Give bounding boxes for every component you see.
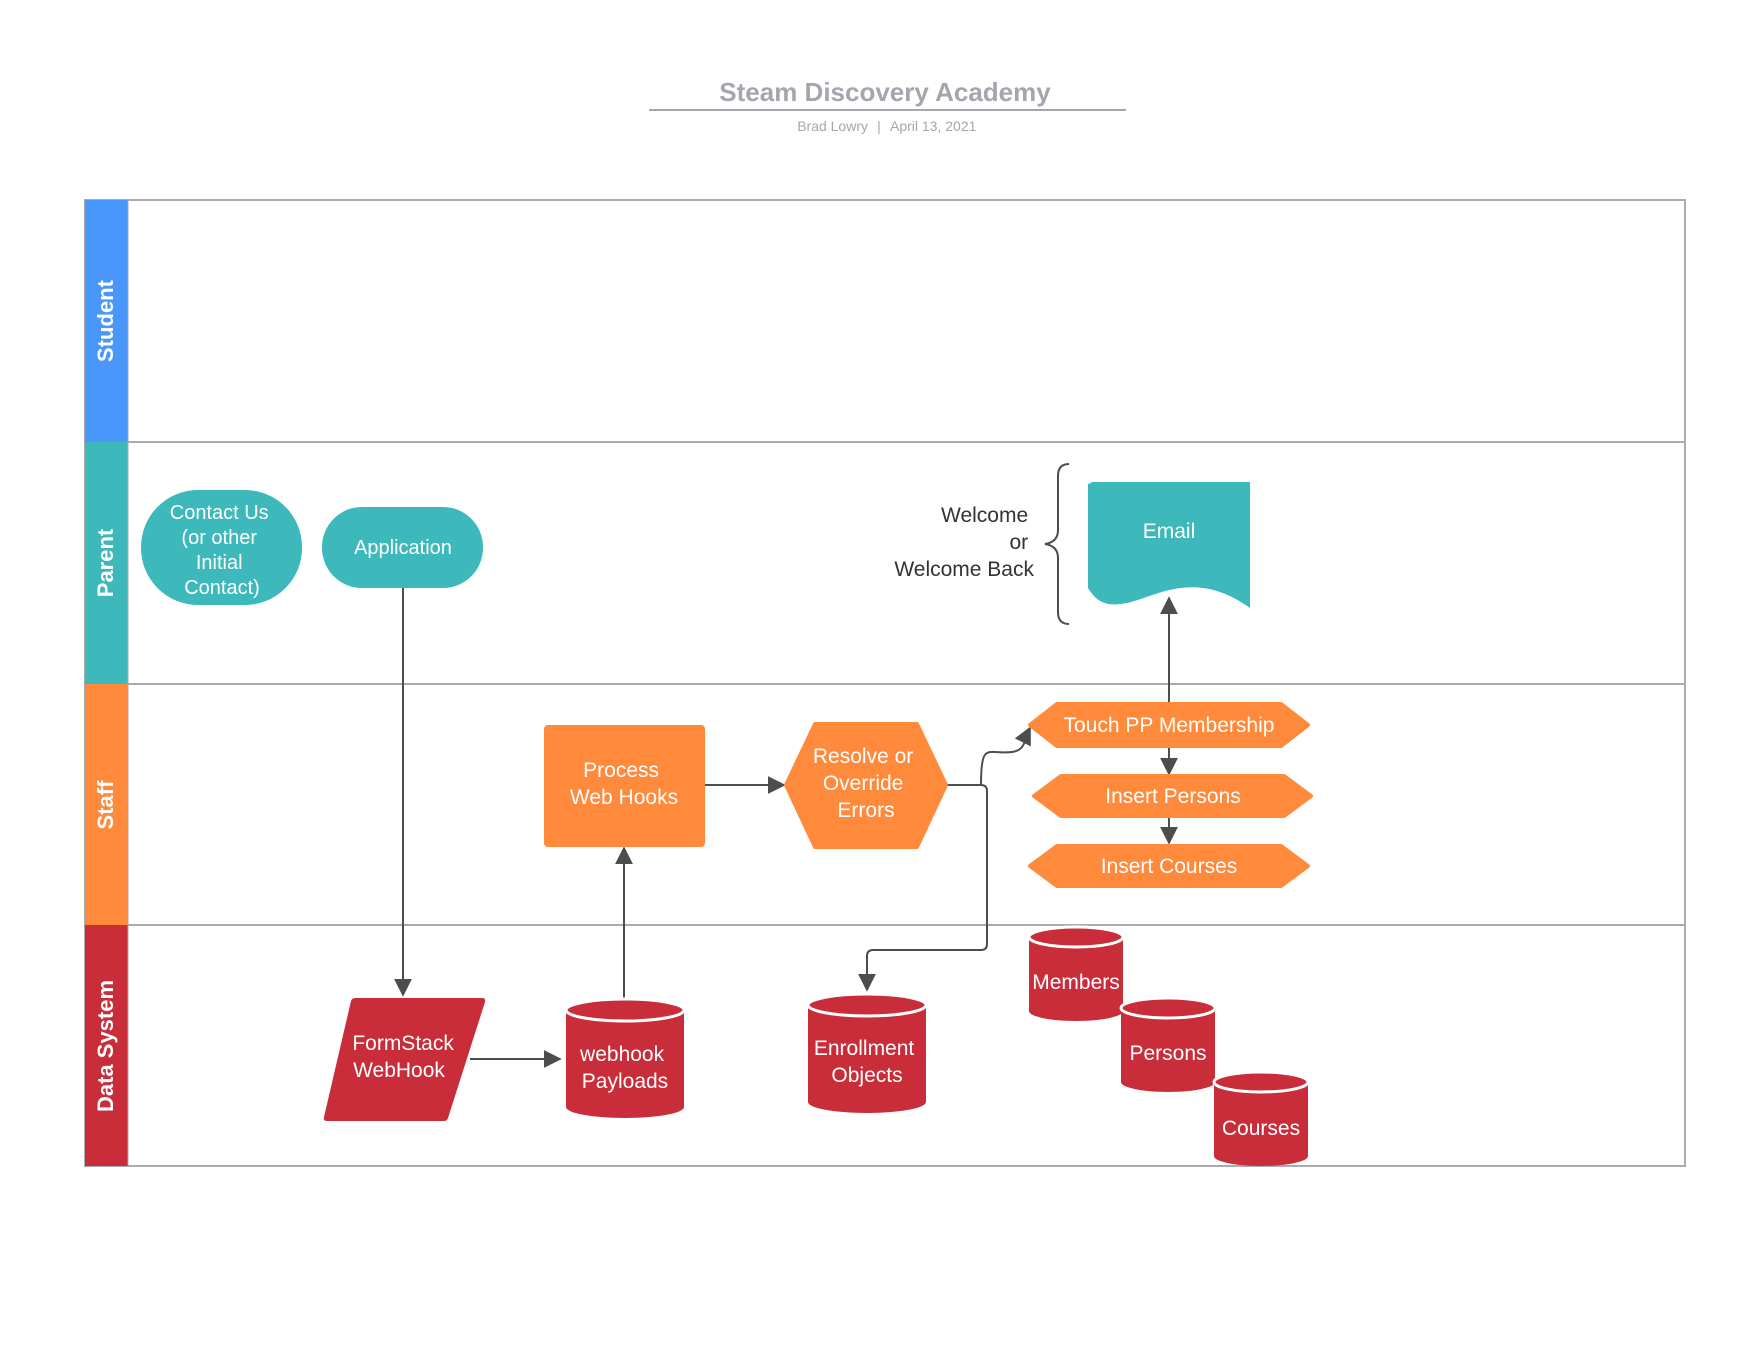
annotation-text: Welcome or Welcome Back [894, 504, 1034, 581]
node-label: Insert Courses [1101, 855, 1238, 878]
node-label: Resolve or Override Errors [813, 745, 919, 822]
node-label: Application [354, 537, 452, 559]
node-resolve-errors[interactable]: Resolve or Override Errors [784, 722, 948, 849]
node-process-web-hooks[interactable]: Process Web Hooks [544, 725, 705, 847]
lane-label-data-system: Data System [93, 980, 118, 1112]
process-shape [544, 725, 705, 847]
hexagon-shape [1032, 774, 1313, 818]
hexagon-shape [1028, 844, 1310, 888]
database-top [1212, 1070, 1310, 1094]
lane-label-staff: Staff [93, 780, 118, 830]
node-label: Courses [1222, 1117, 1300, 1140]
database-body [1121, 1008, 1215, 1092]
database-top [1119, 996, 1217, 1020]
database-top [564, 997, 686, 1023]
node-contact-us[interactable]: Contact Us (or other Initial Contact) [141, 490, 302, 605]
node-webhook-payloads[interactable]: webhook Payloads [564, 997, 686, 1118]
lane-student: Student [85, 200, 128, 442]
database-body [566, 1010, 684, 1118]
database-top [806, 992, 928, 1018]
node-label: Process Web Hooks [570, 759, 678, 809]
node-persons[interactable]: Persons [1119, 996, 1217, 1092]
database-body [1214, 1082, 1308, 1166]
node-label: Email [1143, 520, 1196, 543]
lane-header-staff [85, 684, 128, 925]
hexagon-shape [1028, 702, 1310, 748]
diagram-header: Steam Discovery Academy Brad Lowry | Apr… [649, 77, 1126, 134]
lane-header-parent [85, 442, 128, 684]
database-body [1029, 937, 1123, 1021]
node-enrollment-objects[interactable]: Enrollment Objects [806, 992, 928, 1113]
lane-staff: Staff [85, 684, 128, 925]
node-members[interactable]: Members [1027, 925, 1125, 1021]
node-formstack-webhook[interactable]: FormStack WebHook [323, 998, 486, 1121]
preparation-shape [784, 722, 948, 849]
lane-header-student [85, 200, 128, 442]
node-email[interactable]: Email [1088, 482, 1250, 608]
node-insert-courses[interactable]: Insert Courses [1028, 844, 1310, 888]
connectors [394, 588, 1178, 1068]
node-label: Touch PP Membership [1064, 714, 1275, 737]
node-courses[interactable]: Courses [1212, 1070, 1310, 1166]
database-top [1027, 925, 1125, 949]
terminator-shape [141, 490, 302, 605]
node-label: FormStack WebHook [352, 1032, 459, 1082]
diagram-date: April 13, 2021 [890, 118, 977, 134]
lane-parent: Parent [85, 442, 128, 684]
lane-data-system: Data System [85, 925, 128, 1166]
node-label: Members [1032, 971, 1120, 994]
curly-brace [1044, 463, 1070, 625]
arrow-resolve-to-enrollment [858, 784, 988, 992]
node-insert-persons[interactable]: Insert Persons [1032, 774, 1313, 818]
database-body [808, 1005, 926, 1113]
node-label: Contact Us (or other Initial Contact) [170, 502, 275, 599]
arrow-resolve-to-touch-pp [980, 726, 1031, 786]
lane-label-parent: Parent [93, 528, 118, 597]
node-label: webhook Payloads [579, 1043, 670, 1093]
node-label: Insert Persons [1105, 785, 1240, 808]
header-separator: | [877, 118, 881, 134]
lane-header-data-system [85, 925, 128, 1166]
diagram-author: Brad Lowry [797, 118, 868, 134]
node-application[interactable]: Application [322, 507, 483, 588]
node-touch-pp-membership[interactable]: Touch PP Membership [1028, 702, 1310, 748]
lane-label-student: Student [93, 279, 118, 362]
document-shape [1088, 482, 1250, 608]
welcome-annotation: Welcome or Welcome Back [894, 463, 1070, 625]
node-label: Persons [1129, 1042, 1206, 1065]
diagram-title: Steam Discovery Academy [719, 77, 1051, 107]
node-label: Enrollment Objects [814, 1037, 920, 1087]
data-shape [323, 998, 486, 1121]
terminator-shape [322, 507, 483, 588]
